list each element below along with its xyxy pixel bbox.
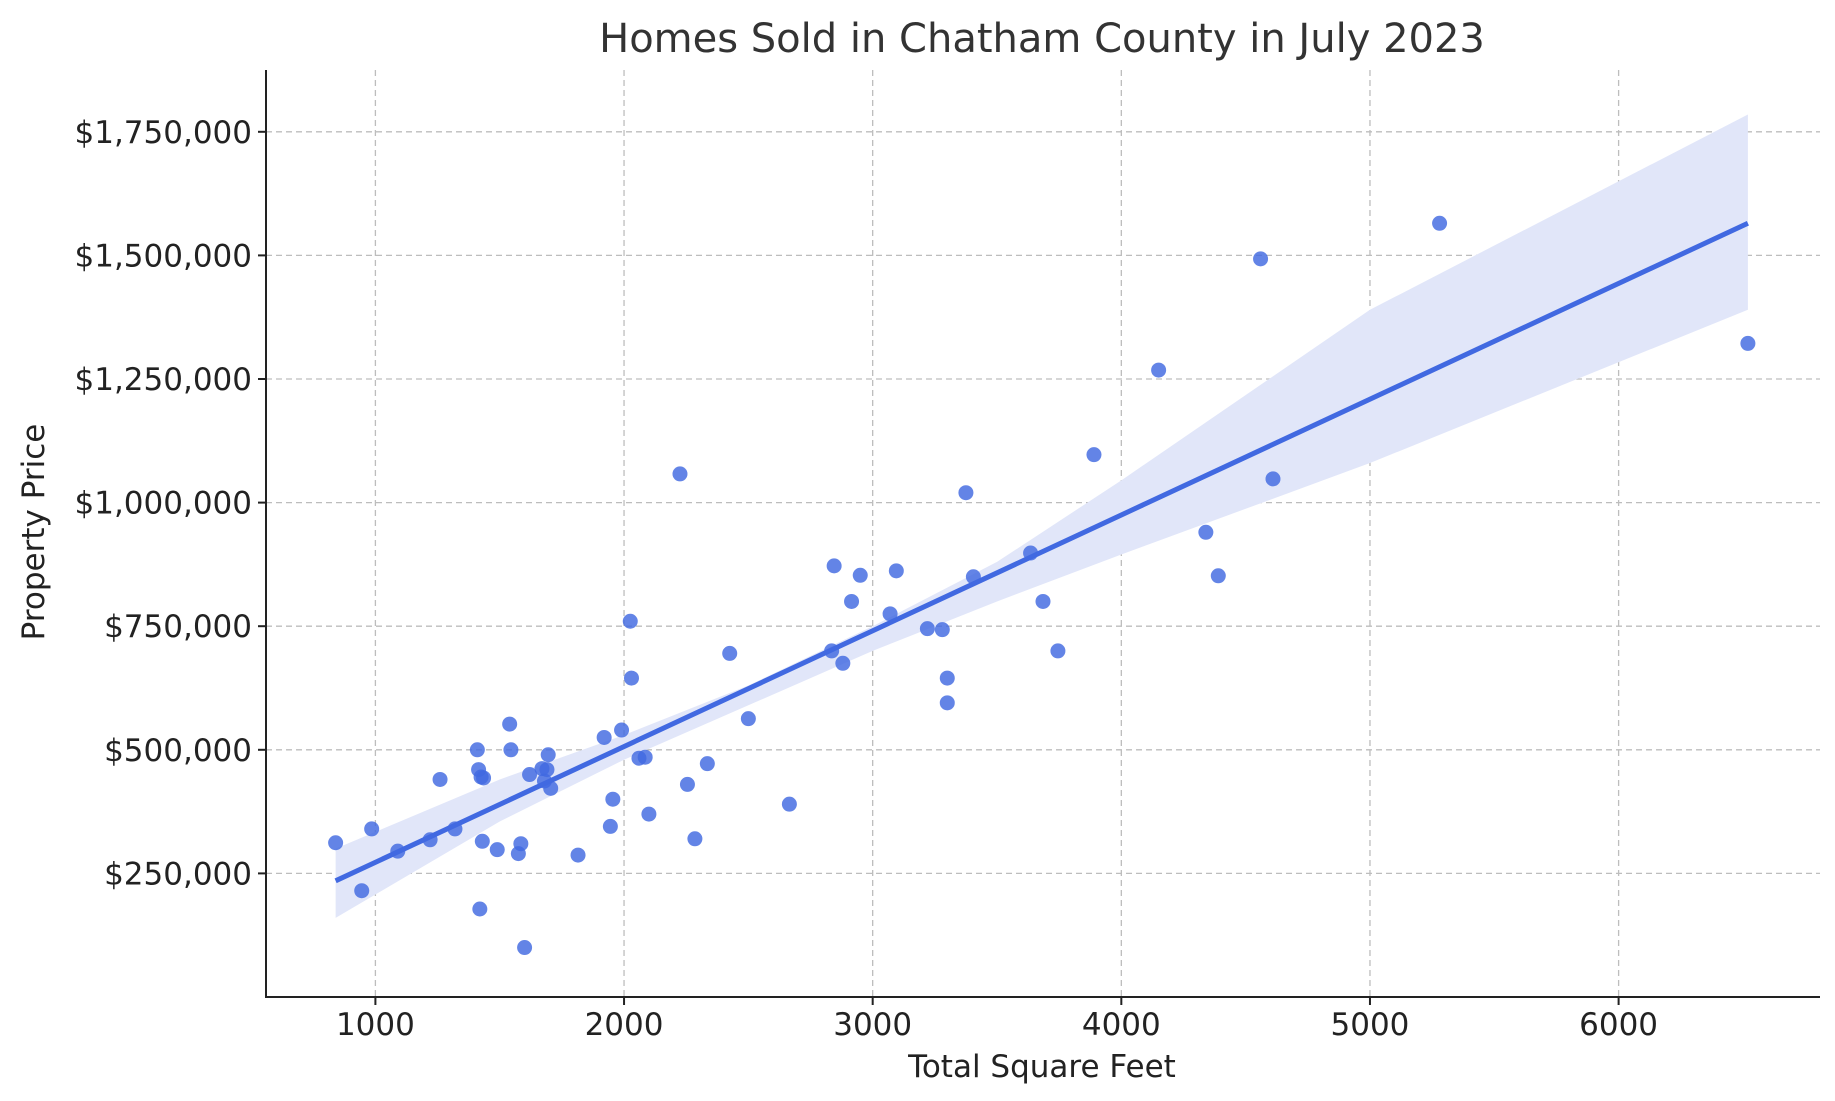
regression-line	[334, 220, 1749, 884]
data-point	[432, 771, 448, 787]
data-point	[539, 762, 555, 778]
data-point	[328, 835, 344, 851]
data-point	[354, 883, 370, 899]
data-point	[740, 711, 756, 727]
data-point	[835, 655, 851, 671]
data-point	[882, 606, 898, 622]
axes	[265, 70, 1820, 998]
confidence-band-layer	[335, 114, 1748, 918]
data-point	[1740, 335, 1756, 351]
x-tick-label: 6000	[1579, 1007, 1658, 1043]
data-point	[781, 796, 797, 812]
y-tick-label: $1,000,000	[75, 486, 253, 522]
data-point	[1086, 447, 1102, 463]
data-points-layer	[328, 215, 1756, 956]
data-point	[939, 695, 955, 711]
x-tick-label: 5000	[1331, 1007, 1410, 1043]
x-tick-label: 2000	[585, 1007, 664, 1043]
data-point	[622, 613, 638, 629]
data-point	[624, 670, 640, 686]
x-axis-ticks: 1000 2000 3000 4000 5000 6000	[336, 997, 1658, 1043]
data-point	[614, 722, 630, 738]
data-point	[476, 770, 492, 786]
data-point	[513, 836, 529, 852]
x-tick-label: 3000	[833, 1007, 912, 1043]
data-point	[489, 842, 505, 858]
data-point	[540, 747, 556, 763]
data-point	[469, 742, 485, 758]
data-point	[958, 485, 974, 501]
data-point	[503, 742, 519, 758]
data-point	[637, 749, 653, 765]
x-axis-label: Total Square Feet	[907, 1049, 1176, 1085]
data-point	[474, 833, 490, 849]
data-point	[570, 847, 586, 863]
data-point	[1151, 362, 1167, 378]
data-point	[522, 767, 538, 783]
data-point	[596, 729, 612, 745]
data-point	[1432, 215, 1448, 231]
data-point	[1253, 251, 1269, 267]
confidence-band	[335, 114, 1748, 918]
data-point	[687, 831, 703, 847]
data-point	[602, 818, 618, 834]
data-point	[934, 622, 950, 638]
y-tick-label: $250,000	[104, 856, 252, 892]
y-tick-label: $1,250,000	[75, 362, 253, 398]
data-point	[1198, 524, 1214, 540]
data-point	[852, 567, 868, 583]
data-point	[1265, 471, 1281, 487]
data-point	[1210, 568, 1226, 584]
data-point	[919, 621, 935, 637]
data-point	[1035, 593, 1051, 609]
data-point	[517, 940, 533, 956]
data-point	[1050, 643, 1066, 659]
x-tick-label: 4000	[1082, 1007, 1161, 1043]
data-point	[672, 466, 688, 482]
data-point	[641, 806, 657, 822]
y-axis-ticks: $250,000 $500,000 $750,000 $1,000,000 $1,250…	[75, 115, 266, 892]
regression-line-layer	[334, 220, 1749, 884]
y-tick-label: $1,750,000	[75, 115, 253, 151]
data-point	[679, 776, 695, 792]
x-tick-label: 1000	[336, 1007, 415, 1043]
y-tick-label: $500,000	[104, 733, 252, 769]
data-point	[699, 756, 715, 772]
y-axis-label: Property Price	[16, 424, 52, 641]
data-point	[605, 791, 621, 807]
data-point	[472, 901, 488, 917]
data-point	[826, 558, 842, 574]
data-point	[888, 563, 904, 579]
y-tick-label: $1,500,000	[75, 238, 253, 274]
data-point	[844, 593, 860, 609]
data-point	[722, 645, 738, 661]
y-tick-label: $750,000	[104, 609, 252, 645]
data-point	[364, 821, 380, 837]
data-point	[939, 670, 955, 686]
chart-title: Homes Sold in Chatham County in July 202…	[599, 16, 1485, 62]
data-point	[502, 716, 518, 732]
